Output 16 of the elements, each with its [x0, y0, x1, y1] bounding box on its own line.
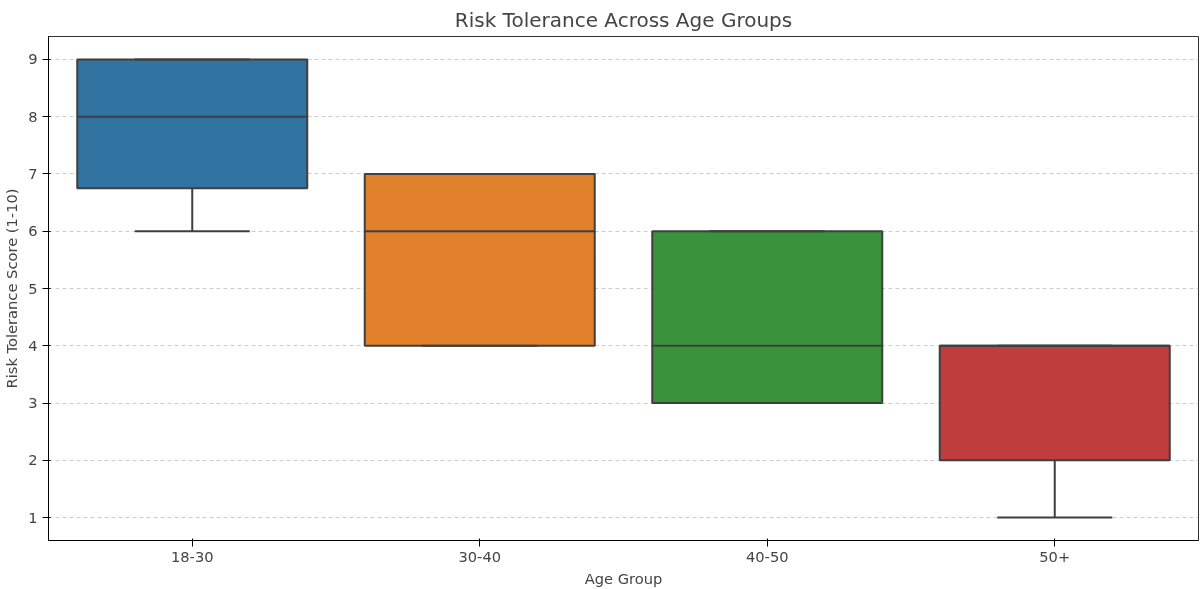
chart-title: Risk Tolerance Across Age Groups	[454, 7, 793, 32]
y-tick-label: 5	[28, 279, 38, 297]
x-axis-title: Age Group	[584, 569, 663, 587]
x-tick-label: 40-50	[745, 547, 789, 565]
y-tick-label: 3	[28, 394, 38, 412]
x-tick-label: 50+	[1039, 547, 1071, 565]
y-tick-label: 4	[28, 336, 38, 354]
y-axis-title: Risk Tolerance Score (1-10)	[3, 188, 21, 389]
x-tick-label: 30-40	[458, 547, 502, 565]
y-tick-label: 8	[28, 107, 38, 125]
x-tick-label: 18-30	[170, 547, 214, 565]
y-tick-label: 1	[28, 508, 38, 526]
y-tick-label: 9	[28, 50, 38, 68]
y-tick-label: 7	[28, 164, 38, 182]
y-tick-label: 6	[28, 222, 38, 240]
y-tick-label: 2	[28, 451, 38, 469]
